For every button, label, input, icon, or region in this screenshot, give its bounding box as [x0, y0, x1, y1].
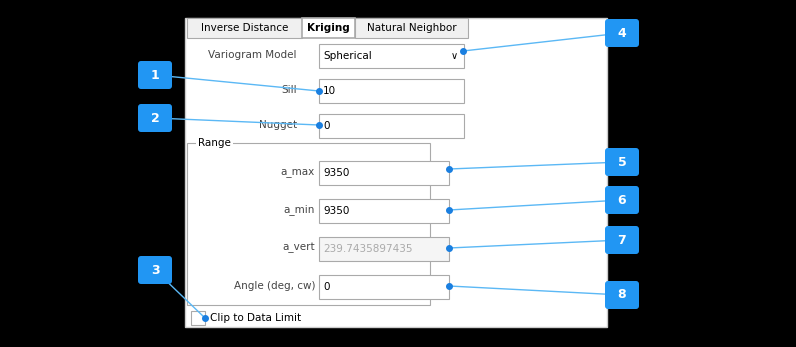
FancyBboxPatch shape	[302, 18, 355, 38]
Text: 10: 10	[323, 86, 336, 96]
Text: 7: 7	[618, 234, 626, 246]
Text: ∨: ∨	[451, 51, 458, 61]
Text: 0: 0	[323, 121, 330, 131]
FancyBboxPatch shape	[605, 19, 639, 47]
Text: 2: 2	[150, 111, 159, 125]
FancyBboxPatch shape	[319, 161, 449, 185]
FancyBboxPatch shape	[185, 18, 607, 327]
Text: Variogram Model: Variogram Model	[209, 50, 297, 60]
Text: 6: 6	[618, 194, 626, 206]
Text: 9350: 9350	[323, 206, 349, 216]
FancyBboxPatch shape	[319, 199, 449, 223]
Text: Kriging: Kriging	[307, 23, 350, 33]
Text: 8: 8	[618, 288, 626, 302]
Text: 239.7435897435: 239.7435897435	[323, 244, 412, 254]
Text: 1: 1	[150, 68, 159, 82]
FancyBboxPatch shape	[187, 18, 302, 38]
FancyBboxPatch shape	[191, 311, 205, 325]
FancyBboxPatch shape	[605, 148, 639, 176]
FancyBboxPatch shape	[319, 275, 449, 299]
FancyBboxPatch shape	[319, 44, 464, 68]
FancyBboxPatch shape	[319, 79, 464, 103]
Text: Spherical: Spherical	[323, 51, 372, 61]
FancyBboxPatch shape	[319, 114, 464, 138]
FancyBboxPatch shape	[187, 143, 430, 305]
Text: a_max: a_max	[281, 167, 315, 177]
Text: Angle (deg, cw): Angle (deg, cw)	[233, 281, 315, 291]
Text: 5: 5	[618, 155, 626, 169]
FancyBboxPatch shape	[605, 186, 639, 214]
Text: Inverse Distance: Inverse Distance	[201, 23, 288, 33]
Text: Natural Neighbor: Natural Neighbor	[367, 23, 456, 33]
FancyBboxPatch shape	[355, 18, 468, 38]
Text: 9350: 9350	[323, 168, 349, 178]
FancyBboxPatch shape	[319, 237, 449, 261]
Text: Nugget: Nugget	[259, 120, 297, 130]
FancyBboxPatch shape	[605, 281, 639, 309]
Text: 3: 3	[150, 263, 159, 277]
Text: Range: Range	[198, 138, 231, 148]
Text: a_min: a_min	[283, 204, 315, 215]
Text: 0: 0	[323, 282, 330, 292]
Text: Clip to Data Limit: Clip to Data Limit	[210, 313, 301, 323]
Text: 4: 4	[618, 26, 626, 40]
FancyBboxPatch shape	[138, 61, 172, 89]
FancyBboxPatch shape	[138, 104, 172, 132]
Text: Sill: Sill	[281, 85, 297, 95]
FancyBboxPatch shape	[138, 256, 172, 284]
Text: a_vert: a_vert	[283, 243, 315, 253]
FancyBboxPatch shape	[605, 226, 639, 254]
